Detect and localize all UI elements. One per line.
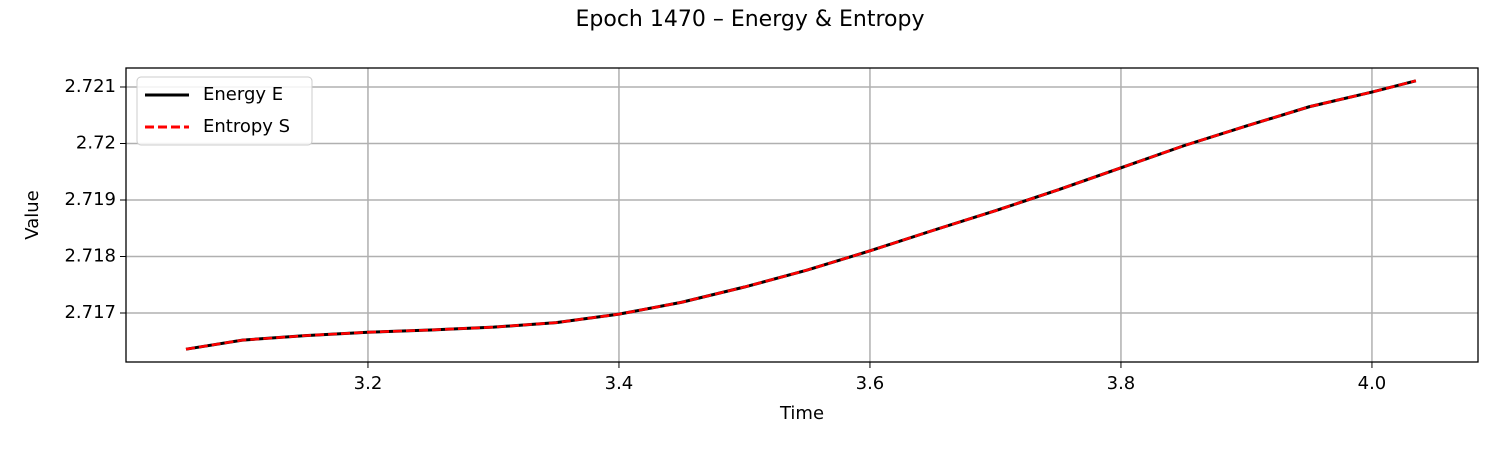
y-tick-label: 2.718 (64, 246, 116, 267)
y-axis-label: Value (22, 190, 43, 239)
x-axis-label: Time (779, 403, 824, 424)
plot-frame (125, 67, 1479, 363)
x-tick-label: 3.6 (856, 373, 885, 394)
y-tick-label: 2.72 (76, 132, 116, 153)
series-line (185, 79, 1417, 351)
legend-label: Entropy S (203, 116, 290, 137)
x-tick-label: 3.4 (605, 373, 634, 394)
y-tick-label: 2.721 (64, 76, 116, 97)
y-tick-label: 2.717 (64, 302, 116, 323)
x-tick-label: 3.8 (1107, 373, 1136, 394)
x-tick-label: 3.2 (354, 373, 383, 394)
y-tick-label: 2.719 (64, 189, 116, 210)
x-tick-label: 4.0 (1358, 373, 1387, 394)
chart-title: Epoch 1470 – Energy & Entropy (576, 7, 925, 32)
legend-label: Energy E (203, 84, 283, 105)
series-line (185, 79, 1417, 351)
